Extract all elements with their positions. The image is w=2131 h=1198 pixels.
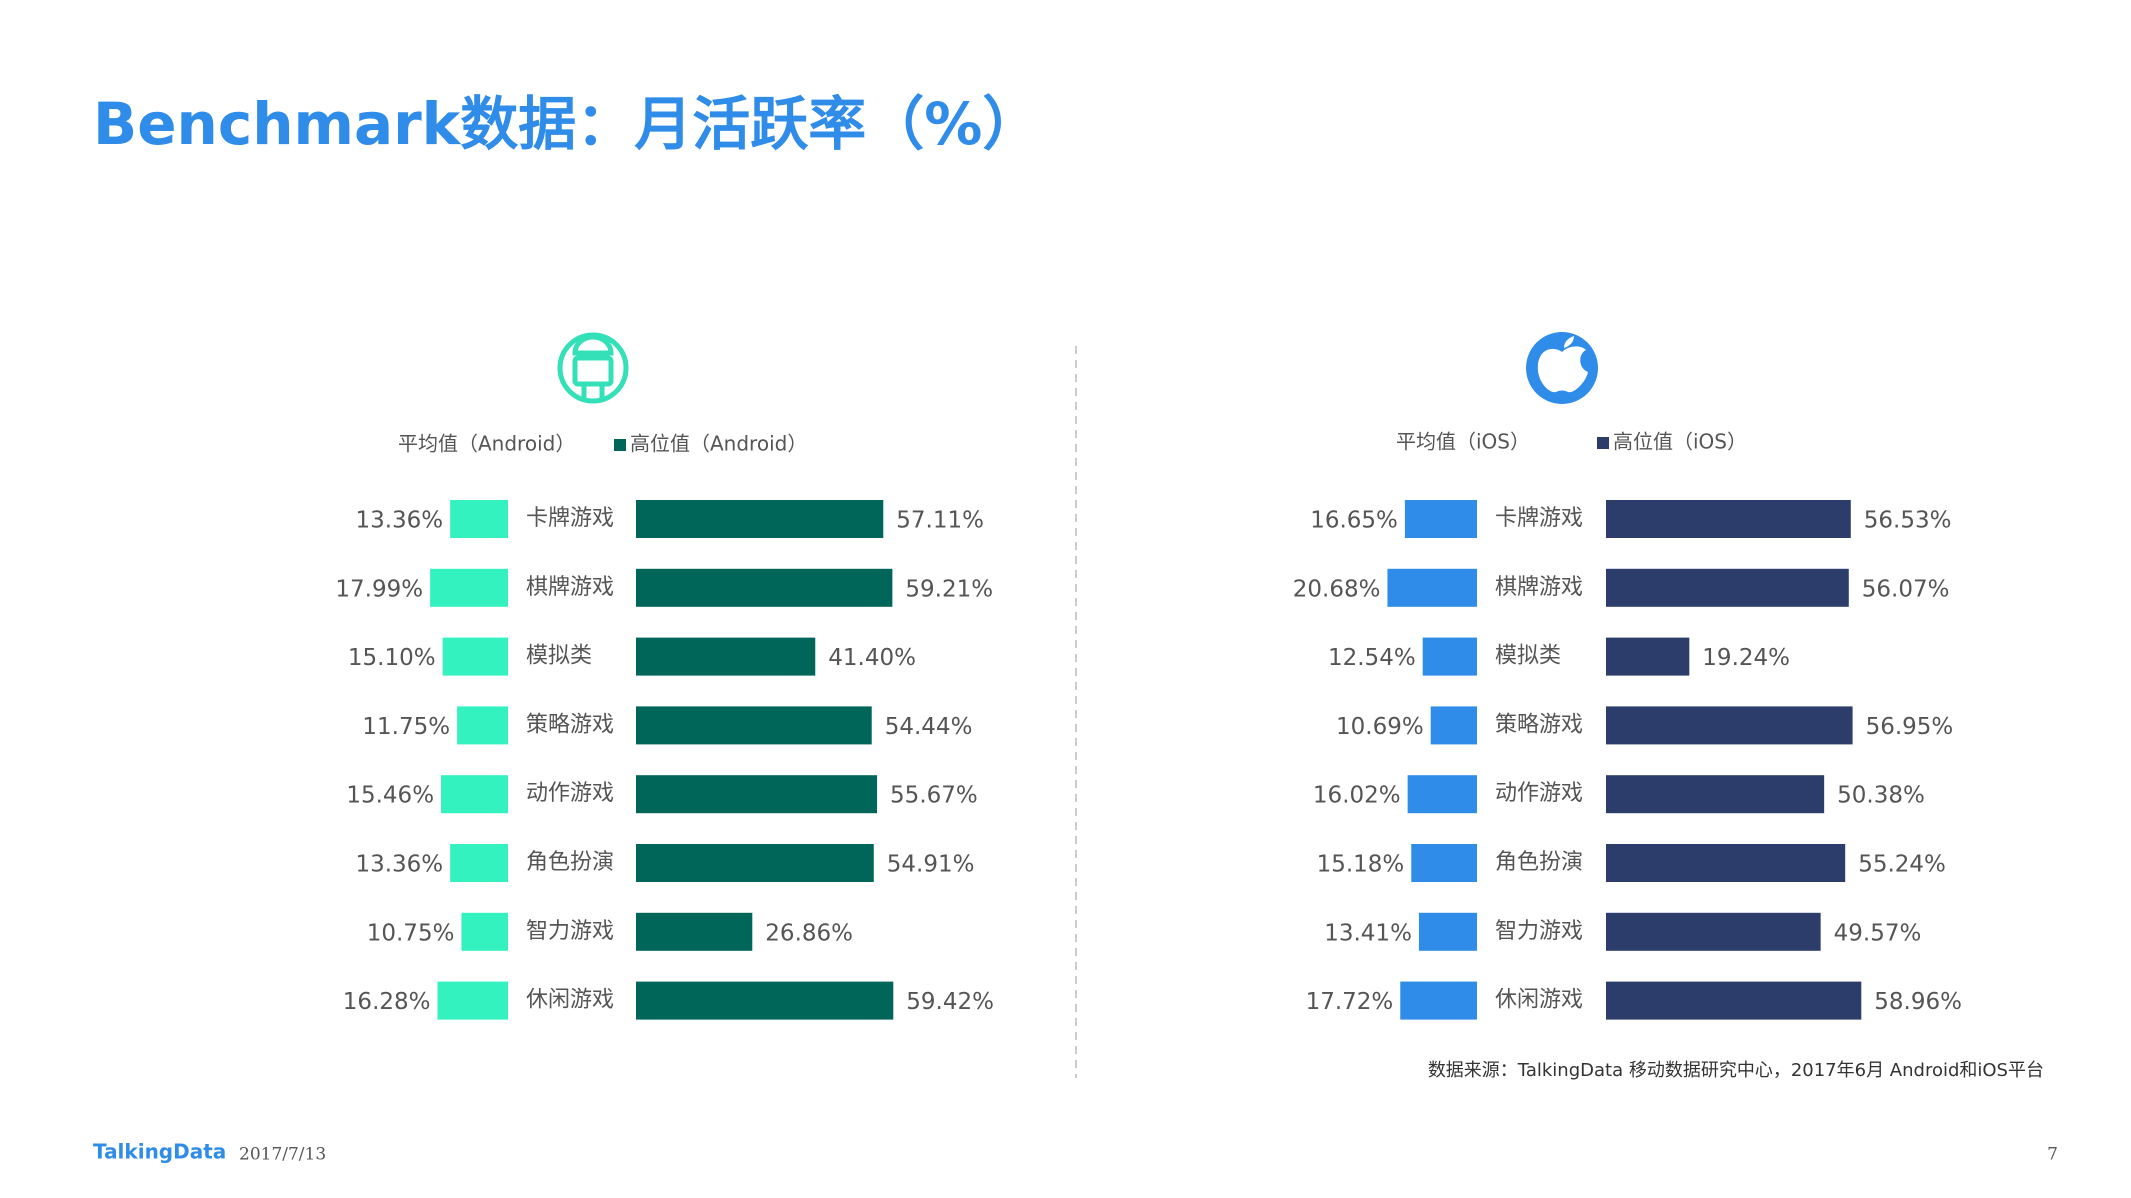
value-label: 56.07% (1862, 576, 1950, 602)
category-label: 角色扮演 (526, 850, 614, 875)
bar (636, 912, 753, 951)
apple-icon (1526, 332, 1598, 404)
bar (1418, 912, 1477, 951)
legend-label: 平均值（Android） (398, 432, 575, 456)
value-label: 54.44% (885, 714, 973, 740)
value-label: 15.10% (348, 645, 436, 671)
category-label: 策略游戏 (1495, 712, 1583, 737)
value-label: 10.75% (367, 920, 455, 946)
bar (636, 500, 884, 538)
category-label: 智力游戏 (1495, 919, 1583, 944)
value-label: 15.18% (1317, 852, 1405, 878)
page-number: 7 (2047, 1145, 2058, 1165)
bar (1606, 637, 1690, 676)
bar (1606, 844, 1846, 882)
value-label: 58.96% (1874, 989, 1962, 1015)
category-label: 卡牌游戏 (526, 506, 614, 531)
category-label: 棋牌游戏 (1495, 575, 1583, 600)
value-label: 49.57% (1834, 920, 1922, 946)
category-label: 模拟类 (1495, 644, 1561, 669)
value-label: 54.91% (887, 852, 975, 878)
bar (457, 706, 508, 745)
value-label: 17.99% (335, 576, 423, 602)
bar (1400, 981, 1477, 1020)
legend-swatch (1597, 437, 1609, 449)
value-label: 55.24% (1858, 852, 1946, 878)
value-label: 55.67% (890, 783, 978, 809)
value-label: 41.40% (828, 645, 916, 671)
category-label: 动作游戏 (526, 781, 614, 806)
bar (1387, 568, 1477, 607)
category-label: 休闲游戏 (526, 988, 614, 1013)
bar (442, 637, 508, 676)
value-label: 16.65% (1310, 508, 1398, 534)
bar (1606, 775, 1825, 814)
value-label: 50.38% (1837, 783, 1925, 809)
bar (1606, 912, 1821, 951)
value-label: 56.95% (1866, 714, 1954, 740)
value-label: 59.21% (905, 576, 993, 602)
bar (450, 844, 508, 882)
category-label: 策略游戏 (526, 712, 614, 737)
bar (461, 912, 508, 951)
bar (1606, 500, 1851, 538)
category-label: 智力游戏 (526, 919, 614, 944)
legend-label: 高位值（Android） (630, 432, 807, 456)
bar (636, 775, 878, 814)
category-label: 角色扮演 (1495, 850, 1583, 875)
legend-label: 平均值（iOS） (1396, 430, 1530, 454)
value-label: 16.02% (1313, 783, 1401, 809)
value-label: 57.11% (896, 508, 984, 534)
category-label: 动作游戏 (1495, 781, 1583, 806)
category-label: 休闲游戏 (1495, 988, 1583, 1013)
bar (1407, 775, 1477, 814)
value-label: 13.36% (355, 852, 443, 878)
category-label: 卡牌游戏 (1495, 506, 1583, 531)
page-title: Benchmark数据：月活跃率（%） (93, 90, 1040, 158)
legend-swatch (614, 439, 626, 451)
value-label: 26.86% (765, 920, 853, 946)
footer-brand: TalkingData (93, 1140, 226, 1164)
value-label: 16.28% (343, 989, 431, 1015)
value-label: 20.68% (1293, 576, 1381, 602)
bar (636, 568, 893, 607)
legend-label: 高位值（iOS） (1613, 430, 1747, 454)
bar (1404, 500, 1477, 538)
category-label: 棋牌游戏 (526, 575, 614, 600)
value-label: 59.42% (906, 989, 994, 1015)
bar (1606, 706, 1853, 745)
footer-date: 2017/7/13 (239, 1145, 326, 1165)
value-label: 15.46% (346, 783, 434, 809)
bar (636, 981, 894, 1020)
bar (636, 637, 816, 676)
value-label: 13.36% (355, 508, 443, 534)
android-icon (557, 332, 629, 404)
category-label: 模拟类 (526, 644, 592, 669)
value-label: 13.41% (1324, 920, 1412, 946)
bar (636, 844, 874, 882)
bar (1411, 844, 1477, 882)
source-note: 数据来源：TalkingData 移动数据研究中心，2017年6月 Androi… (1428, 1060, 2044, 1081)
bar (450, 500, 508, 538)
bar (430, 568, 508, 607)
bar (1422, 637, 1477, 676)
bar (1606, 568, 1849, 607)
value-label: 12.54% (1328, 645, 1416, 671)
bar (1606, 981, 1862, 1020)
bar (437, 981, 508, 1020)
value-label: 17.72% (1306, 989, 1394, 1015)
bar (1430, 706, 1477, 745)
value-label: 10.69% (1336, 714, 1424, 740)
bar (636, 706, 872, 745)
value-label: 19.24% (1702, 645, 1790, 671)
value-label: 11.75% (362, 714, 450, 740)
value-label: 56.53% (1864, 508, 1952, 534)
bar (441, 775, 508, 814)
